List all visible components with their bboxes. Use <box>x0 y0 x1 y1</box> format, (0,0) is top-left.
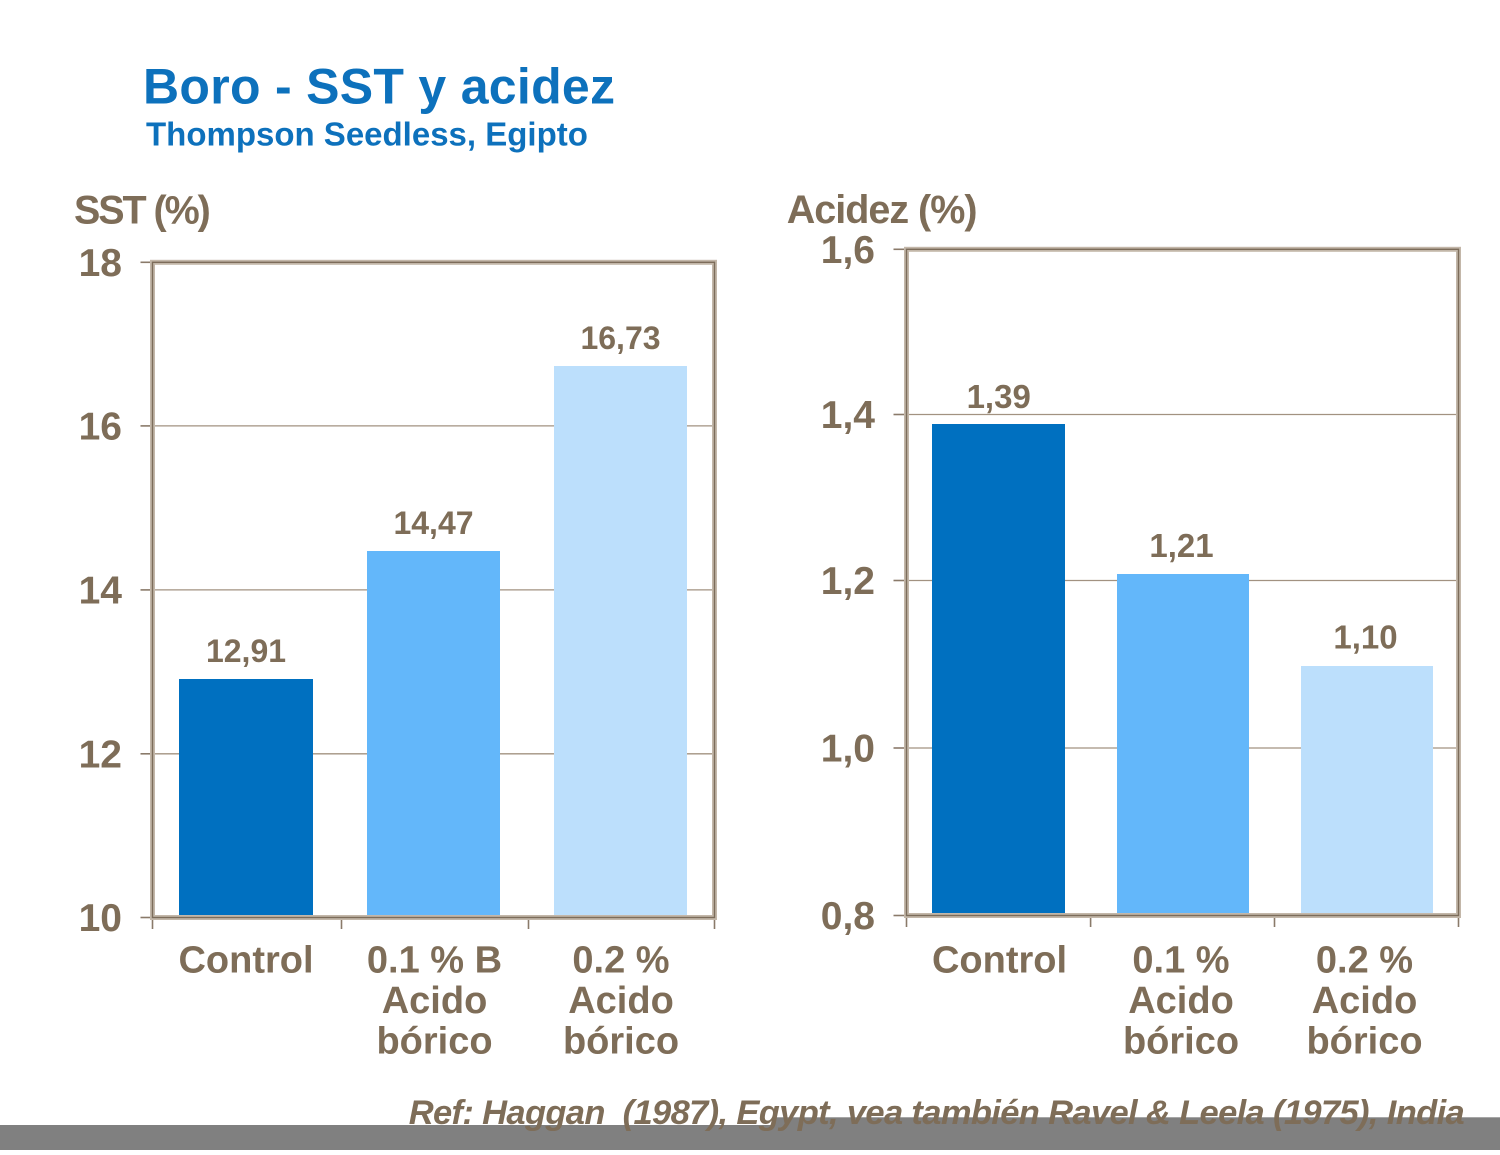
svg-text:bórico: bórico <box>1123 1021 1239 1063</box>
svg-text:16,73: 16,73 <box>580 320 660 356</box>
svg-text:1,21: 1,21 <box>1149 527 1213 564</box>
svg-text:0.1 % B: 0.1 % B <box>367 940 502 982</box>
svg-text:0,8: 0,8 <box>821 895 875 938</box>
svg-text:Acidez (%): Acidez (%) <box>787 188 978 232</box>
svg-text:1,0: 1,0 <box>821 728 875 771</box>
svg-text:Boro - SST y acidez: Boro - SST y acidez <box>143 59 615 115</box>
svg-text:Acido: Acido <box>382 980 488 1022</box>
svg-text:1,10: 1,10 <box>1333 619 1397 656</box>
svg-text:SST (%): SST (%) <box>74 189 211 233</box>
svg-text:bórico: bórico <box>376 1021 492 1063</box>
svg-text:14,47: 14,47 <box>393 505 473 541</box>
svg-text:Acido: Acido <box>1312 980 1418 1022</box>
svg-text:18: 18 <box>79 242 122 285</box>
svg-text:0.2 %: 0.2 % <box>572 940 669 982</box>
svg-text:14: 14 <box>79 570 123 613</box>
svg-text:Thompson Seedless, Egipto: Thompson Seedless, Egipto <box>146 115 588 152</box>
svg-text:12,91: 12,91 <box>206 633 286 669</box>
svg-text:Acido: Acido <box>568 980 674 1022</box>
svg-text:0.2 %: 0.2 % <box>1316 940 1413 982</box>
svg-text:12: 12 <box>79 734 122 777</box>
svg-text:bórico: bórico <box>563 1021 679 1063</box>
svg-text:1,2: 1,2 <box>821 560 875 603</box>
svg-text:bórico: bórico <box>1306 1021 1422 1063</box>
svg-text:0.1 %: 0.1 % <box>1132 940 1229 982</box>
svg-text:1,39: 1,39 <box>967 378 1031 415</box>
svg-text:1,6: 1,6 <box>821 229 875 272</box>
svg-text:Acido: Acido <box>1128 980 1234 1022</box>
svg-text:Control: Control <box>178 940 313 982</box>
svg-text:Ref: Haggan (1987), Egypt, ve: Ref: Haggan (1987), Egypt, vea también R… <box>409 1094 1465 1132</box>
svg-text:Control: Control <box>932 940 1067 982</box>
svg-text:1,4: 1,4 <box>821 394 876 437</box>
svg-text:10: 10 <box>79 897 122 940</box>
svg-text:16: 16 <box>79 406 122 449</box>
